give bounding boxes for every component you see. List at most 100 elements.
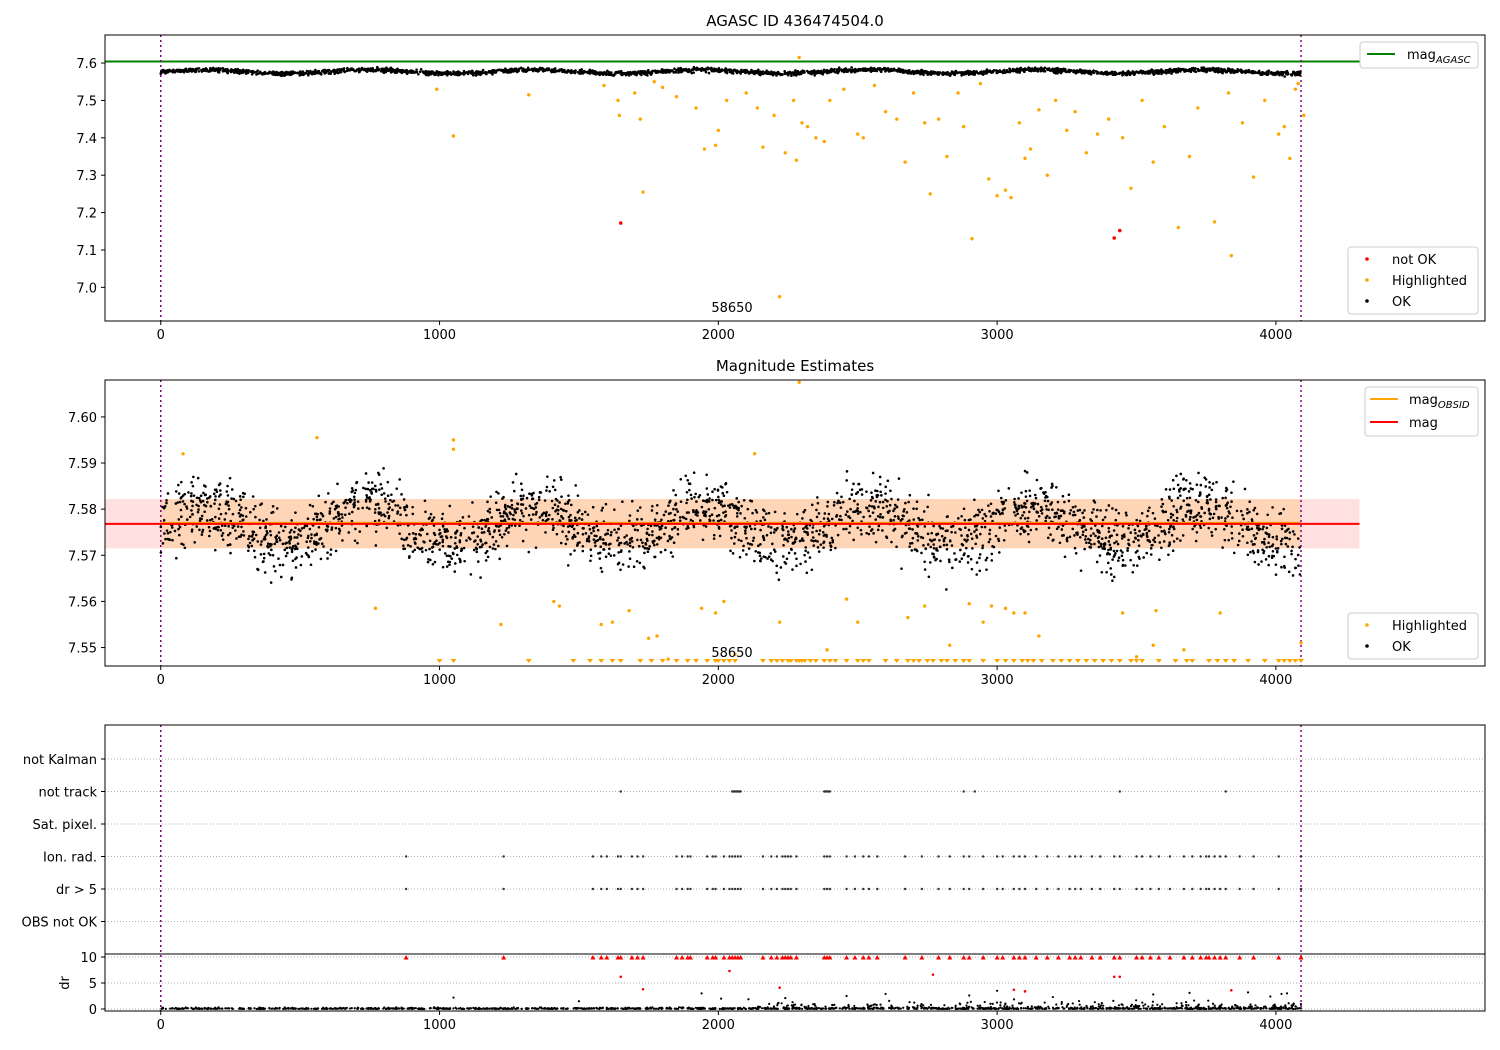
panel1-ok-point xyxy=(876,67,880,70)
panel2-ok-point xyxy=(1017,506,1021,510)
panel2-ok-point xyxy=(1239,509,1243,513)
panel1-highlighted-point xyxy=(1212,220,1217,224)
panel2-ok-point xyxy=(667,504,670,507)
panel2-ok-point xyxy=(1178,490,1181,493)
panel2-ok-point xyxy=(274,569,277,573)
panel2-ok-point xyxy=(958,560,962,563)
panel2-ok-point xyxy=(231,526,235,529)
panel1-ok-point xyxy=(513,69,516,73)
panel2-ok-point xyxy=(294,526,297,530)
panel2-ok-point xyxy=(901,534,904,538)
panel2-ok-point xyxy=(668,537,672,540)
panel2-ok-point xyxy=(1294,566,1298,570)
panel2-ok-point xyxy=(1098,531,1101,534)
panel2-ok-point xyxy=(628,550,631,553)
panel1-ok-point xyxy=(324,71,328,75)
panel2-ok-point xyxy=(687,526,690,530)
panel2-ok-point xyxy=(1208,480,1211,484)
panel2-ok-point xyxy=(1017,497,1020,500)
panel2-ok-point xyxy=(1013,497,1016,501)
panel2-ok-point xyxy=(398,506,402,510)
panel2-ok-point xyxy=(862,515,865,519)
panel2-ok-point xyxy=(785,557,789,561)
panel2-ok-point xyxy=(1022,505,1026,508)
panel2-ok-point xyxy=(374,544,378,547)
panel2-ok-point xyxy=(251,538,255,542)
panel2-ok-point xyxy=(930,531,934,535)
panel2-ok-point xyxy=(1160,505,1163,508)
panel1-highlighted-point xyxy=(1017,121,1022,125)
panel1-ok-point xyxy=(197,70,201,73)
panel2-ok-point xyxy=(531,513,535,516)
panel2-ok-point xyxy=(237,511,241,515)
panel2-ok-point xyxy=(522,514,525,518)
panel2-ok-point xyxy=(515,507,519,511)
panel2-ok-point xyxy=(811,530,814,534)
panel1-ok-point xyxy=(181,68,185,72)
panel2-ok-point xyxy=(308,503,312,507)
panel2-ok-point xyxy=(471,525,475,528)
panel2-ok-point xyxy=(1147,529,1151,533)
panel1-highlighted-point xyxy=(783,151,787,155)
panel2-ok-point xyxy=(453,547,457,550)
panel2-ok-point xyxy=(355,481,358,485)
panel2-ok-point xyxy=(988,532,991,536)
panel1-ok-point xyxy=(194,70,197,74)
panel2-ok-point xyxy=(218,503,222,506)
panel2-ok-point xyxy=(367,481,370,484)
panel2-ok-point xyxy=(966,538,969,542)
panel2-ok-point xyxy=(947,558,951,562)
panel2-ok-point xyxy=(315,515,319,519)
panel2-ok-point xyxy=(227,504,230,507)
panel2-ok-point xyxy=(261,560,265,564)
panel2-ok-point xyxy=(933,556,936,559)
panel1-ok-point xyxy=(1047,67,1051,71)
panel2-ok-point xyxy=(448,563,451,567)
panel2-ok-point xyxy=(1089,534,1093,537)
panel2-ok-point xyxy=(987,504,990,507)
panel2-ok-point xyxy=(432,516,436,519)
panel2-ok-point xyxy=(279,575,283,579)
panel1-ok-point xyxy=(635,71,638,74)
panel1-ok-point xyxy=(1146,72,1150,75)
panel2-ok-point xyxy=(811,526,815,529)
panel2-ok-point xyxy=(1214,498,1218,501)
panel1-ok-point xyxy=(430,71,434,75)
panel2-ok-point xyxy=(816,501,820,505)
panel2-ok-point xyxy=(370,490,373,494)
panel1-ok-point xyxy=(954,69,958,73)
panel2-ok-point xyxy=(604,502,608,506)
panel1-ok-point xyxy=(475,70,478,73)
panel2-ok-point xyxy=(1114,552,1117,555)
panel2-ok-point xyxy=(845,470,849,473)
panel2-ok-point xyxy=(269,581,273,584)
panel2-ok-point xyxy=(983,525,987,529)
panel2-ok-point xyxy=(1262,549,1266,553)
panel2-ok-point xyxy=(236,525,240,528)
panel2-ok-point xyxy=(1221,546,1224,549)
panel1-highlighted-point xyxy=(694,106,698,110)
panel1-highlighted-point xyxy=(772,113,776,118)
panel2-ok-point xyxy=(737,500,741,504)
panel2-ok-point xyxy=(801,517,804,520)
panel1-ok-point xyxy=(907,70,910,74)
panel2-ok-point xyxy=(396,504,400,507)
panel2-ok-point xyxy=(980,525,984,529)
panel2-ok-point xyxy=(190,492,193,495)
panel1-ok-point xyxy=(945,73,948,76)
panel2-ok-point xyxy=(1138,529,1141,533)
panel2-ok-point xyxy=(998,526,1002,529)
panel2-ok-point xyxy=(672,489,675,492)
panel2-ok-point xyxy=(606,532,610,536)
panel2-ok-point xyxy=(574,519,577,523)
legend-not-ok-swatch xyxy=(1365,257,1369,261)
panel2-ok-point xyxy=(599,566,603,570)
panel2-ok-point xyxy=(606,528,610,532)
panel2-ok-point xyxy=(195,496,199,500)
panel2-ok-point xyxy=(795,512,799,516)
panel2-ok-point xyxy=(1275,550,1279,554)
panel2-ok-point xyxy=(1250,527,1254,531)
panel2-ok-point xyxy=(1079,569,1083,572)
panel1-ok-point xyxy=(547,68,551,71)
panel1-ok-point xyxy=(440,73,444,76)
